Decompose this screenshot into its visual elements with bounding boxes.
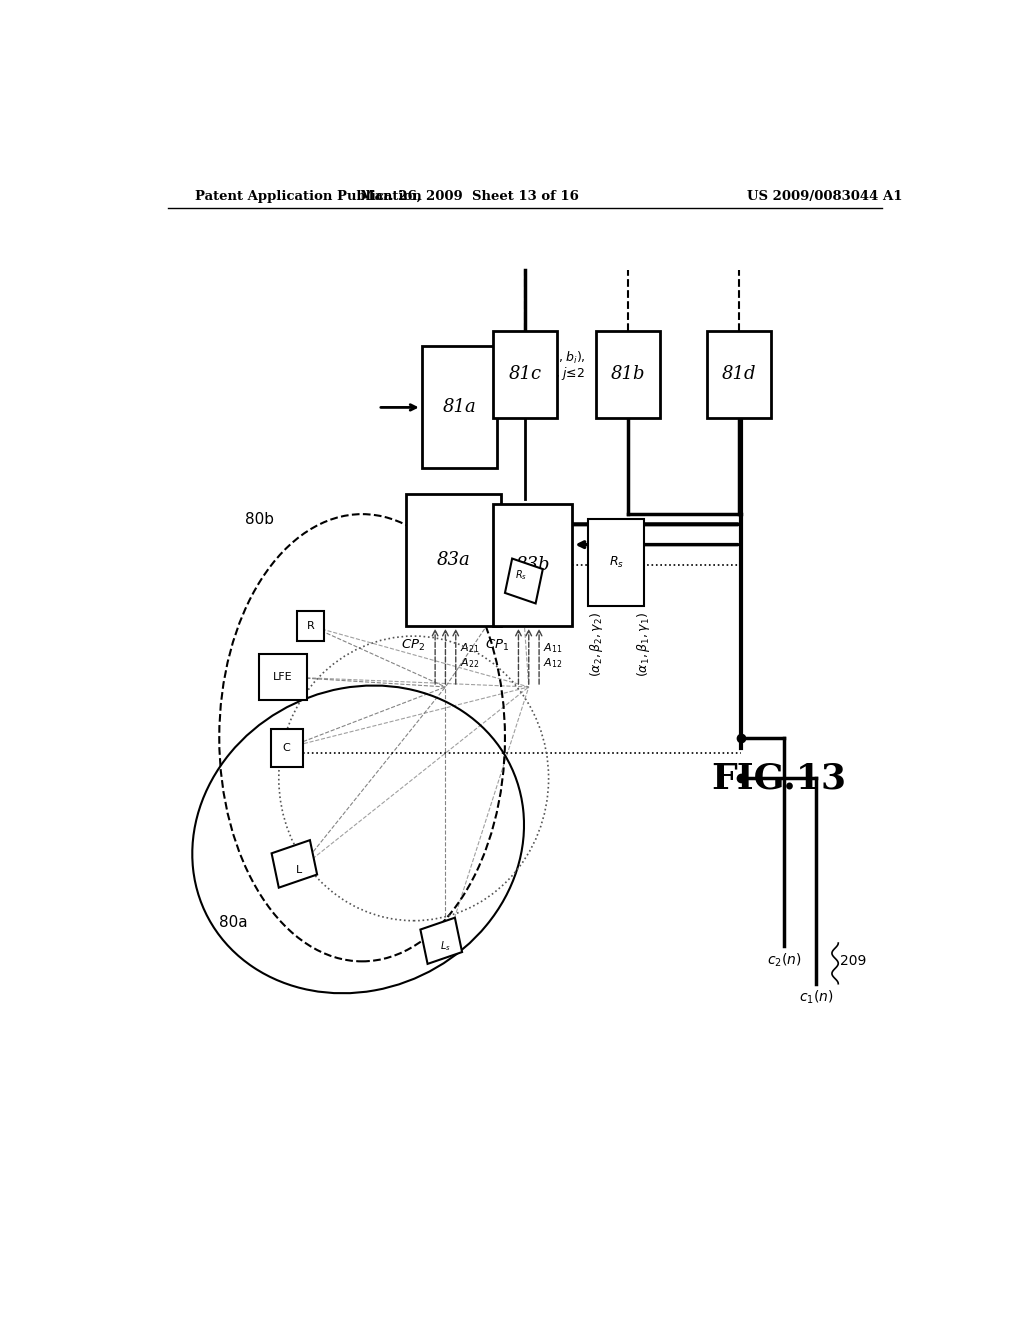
Bar: [297, 611, 325, 642]
Text: L: L: [296, 865, 302, 875]
Bar: [270, 729, 303, 767]
Text: C: C: [283, 743, 291, 752]
Text: 81c: 81c: [508, 366, 542, 383]
Text: $CP_2$: $CP_2$: [401, 638, 426, 653]
Text: $A_{21}$: $A_{21}$: [460, 642, 479, 655]
Text: $R_s$: $R_s$: [515, 568, 527, 582]
Bar: [708, 331, 771, 417]
Text: 209: 209: [840, 954, 866, 969]
Text: $c_1(n)$: $c_1(n)$: [799, 989, 834, 1006]
Bar: [494, 504, 572, 626]
Bar: [259, 653, 306, 700]
Text: $R_s$: $R_s$: [608, 554, 624, 570]
Text: 81a: 81a: [442, 399, 476, 416]
Text: R: R: [306, 620, 314, 631]
Bar: [406, 494, 501, 626]
Text: $1\!\leq\! i,j\!\leq\! 2$: $1\!\leq\! i,j\!\leq\! 2$: [532, 366, 586, 383]
Bar: [421, 917, 462, 964]
Text: $(\alpha_1,\beta_1,\gamma_1)$: $(\alpha_1,\beta_1,\gamma_1)$: [635, 612, 652, 677]
Text: Mar. 26, 2009  Sheet 13 of 16: Mar. 26, 2009 Sheet 13 of 16: [359, 190, 579, 202]
Text: $E_{ij}(n,b_i),$: $E_{ij}(n,b_i),$: [532, 350, 586, 368]
Text: 83b: 83b: [515, 556, 550, 574]
Text: $A_{12}$: $A_{12}$: [543, 656, 562, 671]
Text: 80b: 80b: [246, 512, 274, 527]
Text: $(\alpha_2,\beta_2,\gamma_2)$: $(\alpha_2,\beta_2,\gamma_2)$: [588, 612, 605, 677]
Text: US 2009/0083044 A1: US 2009/0083044 A1: [748, 190, 902, 202]
Text: Patent Application Publication: Patent Application Publication: [196, 190, 422, 202]
Text: 83a: 83a: [436, 550, 470, 569]
Text: FIG.13: FIG.13: [712, 762, 846, 796]
Bar: [494, 331, 557, 417]
Text: $CP_1$: $CP_1$: [484, 638, 509, 653]
Bar: [271, 840, 317, 887]
Text: 81d: 81d: [722, 366, 757, 383]
Bar: [505, 558, 543, 603]
Text: $L_s$: $L_s$: [440, 940, 451, 953]
Bar: [596, 331, 659, 417]
Text: LFE: LFE: [273, 672, 293, 681]
Text: $c_2(n)$: $c_2(n)$: [767, 952, 802, 969]
Text: $A_{11}$: $A_{11}$: [543, 642, 562, 655]
Text: $A_{22}$: $A_{22}$: [460, 656, 479, 671]
Bar: [422, 346, 497, 469]
Bar: [588, 519, 644, 606]
Text: 80a: 80a: [219, 915, 248, 931]
Text: 81b: 81b: [610, 366, 645, 383]
